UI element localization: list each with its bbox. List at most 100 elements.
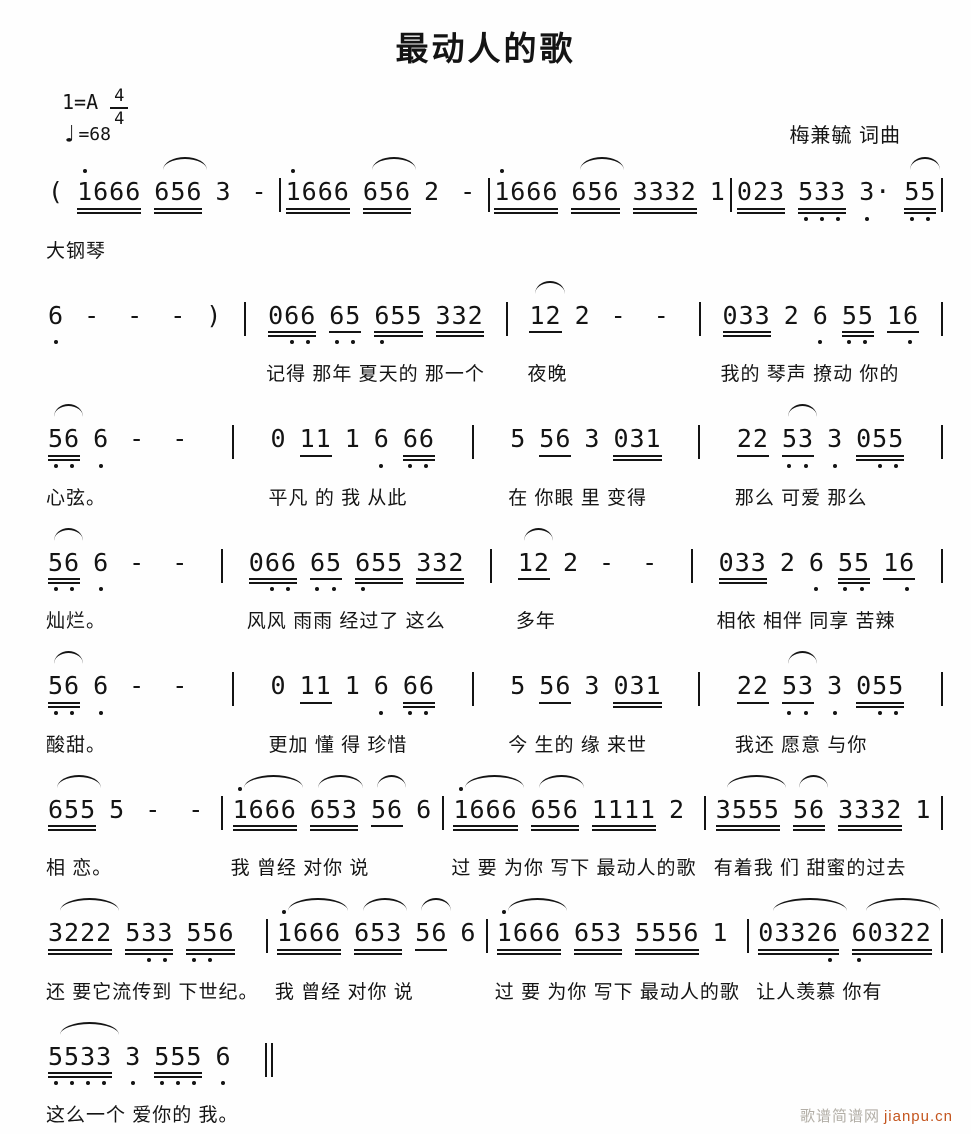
key-time-signature: 1=A 4 4	[62, 82, 129, 128]
beam-line	[402, 454, 435, 457]
note: -	[604, 301, 634, 330]
note: 556	[186, 919, 235, 962]
measure: 56 6- - 心弦。	[46, 401, 197, 510]
beam-line	[736, 207, 786, 210]
note: 6	[215, 1042, 231, 1085]
note-text: 2	[424, 177, 441, 206]
note: 533	[798, 178, 847, 221]
beam-line	[635, 952, 700, 955]
lyric-line: 酸甜。	[46, 734, 107, 756]
note-text: 6	[373, 424, 390, 453]
note: 60322	[851, 898, 940, 962]
note-text: 653	[309, 794, 358, 824]
beam-line	[613, 705, 662, 708]
lyric-line	[46, 359, 224, 383]
beam-line	[362, 211, 411, 214]
barline	[730, 178, 733, 212]
notes-row: 3222 533 556	[46, 895, 259, 965]
note-text: 066	[248, 547, 297, 577]
lyric-line: 大钢琴	[46, 240, 107, 262]
note: 65	[309, 548, 343, 591]
lyric-line: 我 曾经 对你 说	[230, 858, 370, 879]
beam-line	[309, 829, 358, 831]
notes-row: 1666 656 1111 2	[451, 772, 696, 842]
notes-row: 12 2- -	[516, 525, 667, 595]
watermark-link[interactable]: jianpu.cn	[883, 1108, 953, 1125]
beam-line	[718, 582, 767, 584]
notes-row: 56 6- -	[46, 648, 197, 718]
note-text: 1666	[232, 794, 297, 824]
beam-line	[798, 211, 847, 214]
octave-dot-below	[101, 1081, 106, 1085]
notes-row: 56 6- -	[46, 525, 197, 595]
note-text: -	[129, 671, 146, 700]
beam-line	[530, 825, 579, 827]
note: 5556	[635, 919, 700, 955]
note-text: 055	[856, 424, 905, 453]
note-text: -	[172, 671, 189, 700]
note-text: -	[129, 547, 146, 577]
beam-line	[856, 458, 905, 461]
measure: 03326 60322 让人羡慕 你有	[756, 895, 940, 1004]
beam-line	[77, 211, 142, 214]
notes-row: 1666 653 5556 1	[495, 895, 740, 965]
octave-dot-below	[53, 463, 58, 468]
note-text: -	[599, 547, 616, 577]
note: 656	[362, 157, 416, 214]
note: 6	[93, 672, 109, 715]
note: -	[122, 547, 152, 577]
note: -	[647, 301, 677, 330]
notes-row: 6- - -)	[46, 278, 224, 348]
note-text: 1	[915, 794, 932, 824]
octave-dot-below	[175, 1081, 180, 1085]
barline	[940, 548, 943, 583]
octave-dot-below	[146, 957, 151, 962]
octave-dot-below	[863, 340, 868, 344]
note-text: 5	[510, 671, 527, 700]
note: 6	[373, 424, 390, 468]
score-line: 56 6- - 心弦。 0 11 1 6 66 平凡 的 我 从此 5 56 3 031 在 你眼 里 变得…	[46, 401, 943, 510]
note-text: 055	[856, 671, 905, 700]
beam-line	[154, 1072, 203, 1074]
beam-line	[841, 335, 874, 337]
note-text: 1666	[494, 177, 559, 206]
note: 1666	[494, 169, 559, 214]
octave-dot-below	[832, 710, 837, 715]
beam-line	[851, 952, 932, 955]
note: 033	[722, 301, 771, 337]
notes-row: 1666 656 3332 1	[492, 154, 728, 224]
octave-dot-below	[69, 1081, 74, 1085]
quarter-note-icon: ♩	[62, 120, 77, 148]
octave-dot-below	[379, 710, 384, 715]
octave-dot-below	[424, 710, 429, 715]
note-text: 56	[48, 424, 81, 453]
beam-line	[416, 582, 465, 584]
note: 1666	[453, 774, 525, 831]
octave-dot-below	[864, 216, 869, 221]
beam-line	[856, 705, 905, 708]
note-text: 65	[329, 300, 362, 330]
beam-line	[402, 705, 435, 708]
octave-dot-below	[787, 710, 792, 715]
barline	[698, 425, 701, 459]
beam-line	[591, 825, 656, 827]
lyric-line: 过 要 为你 写下 最动人的歌	[494, 981, 740, 1003]
beam-line	[574, 952, 623, 955]
note-text: 56	[370, 794, 404, 824]
beam-line	[904, 207, 937, 210]
octave-dot-below	[408, 710, 413, 715]
octave-dot-below	[331, 587, 336, 591]
octave-dot-below	[207, 957, 212, 962]
beam-line	[309, 578, 343, 580]
note: 56	[370, 774, 407, 827]
beam-line	[904, 211, 937, 214]
notes-row: 033 2 6 55 16	[721, 278, 922, 348]
beam-line	[48, 582, 81, 584]
beam-line	[48, 952, 113, 955]
octave-dot-below	[857, 957, 862, 962]
octave-dot-below	[835, 216, 840, 221]
note: )	[206, 301, 222, 330]
note: 1666	[232, 774, 304, 831]
octave-dot-above	[499, 169, 504, 173]
octave-dot-below	[379, 340, 384, 344]
